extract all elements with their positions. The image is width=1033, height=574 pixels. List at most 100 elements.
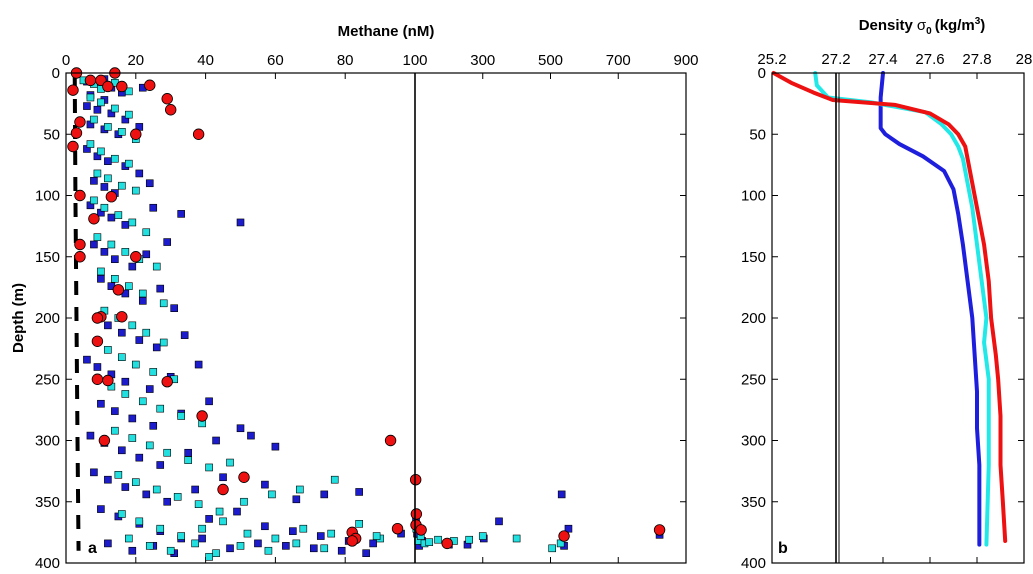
- data-point-square: [166, 546, 175, 555]
- data-point-square: [90, 196, 98, 205]
- data-point-square: [327, 529, 336, 538]
- data-point-square: [118, 510, 126, 518]
- x-tick-label: 500: [538, 52, 563, 69]
- data-point-square: [142, 228, 151, 237]
- data-point-circle: [192, 128, 205, 140]
- y-tick-label: 250: [741, 371, 766, 388]
- data-point-square: [226, 544, 234, 553]
- data-point-square: [86, 93, 95, 102]
- data-point-square: [191, 485, 199, 494]
- data-point-square: [236, 424, 245, 433]
- data-point-square: [564, 524, 573, 533]
- data-point-square: [145, 179, 154, 188]
- data-point-square: [145, 385, 154, 393]
- data-point-square: [337, 546, 346, 555]
- y-tick-label: 0: [52, 65, 60, 82]
- data-point-square: [125, 534, 133, 543]
- data-point-square: [152, 485, 161, 494]
- density-profile-line: [878, 71, 982, 547]
- data-point-square: [128, 414, 137, 423]
- data-point-circle: [217, 483, 229, 496]
- data-point-square: [296, 485, 304, 494]
- data-point-square: [243, 529, 252, 538]
- data-point-square: [121, 483, 130, 491]
- data-point-square: [111, 104, 119, 113]
- data-point-square: [194, 500, 203, 509]
- data-point-square: [219, 517, 227, 526]
- data-point-square: [128, 434, 137, 442]
- y-tick-label: 50: [43, 126, 60, 143]
- data-point-circle: [98, 434, 111, 447]
- data-point-square: [198, 534, 206, 543]
- density-profile-line: [771, 71, 1008, 543]
- data-point-square: [132, 478, 140, 486]
- data-point-square: [512, 534, 521, 543]
- data-point-square: [478, 532, 487, 540]
- data-point-square: [369, 539, 377, 548]
- x-tick-label: 20: [127, 52, 144, 69]
- x-tick-label: 40: [197, 52, 214, 69]
- data-point-square: [156, 524, 165, 533]
- y-tick-label: 300: [741, 433, 766, 450]
- data-point-square: [149, 203, 158, 212]
- y-tick-label: 400: [35, 555, 60, 569]
- data-point-square: [132, 186, 140, 195]
- x-tick-label: 900: [673, 52, 698, 69]
- data-point-square: [215, 507, 224, 516]
- data-point-square: [128, 218, 137, 227]
- data-point-square: [205, 397, 213, 406]
- data-point-square: [495, 517, 503, 526]
- panel-b-series: [771, 71, 1008, 547]
- data-point-square: [142, 328, 151, 337]
- data-point-square: [125, 87, 133, 96]
- data-point-square: [97, 505, 105, 513]
- data-point-square: [114, 211, 123, 219]
- y-tick-label: 100: [35, 188, 60, 205]
- data-point-square: [557, 490, 566, 499]
- data-point-square: [212, 549, 220, 558]
- data-point-square: [261, 522, 269, 531]
- data-point-square: [163, 238, 172, 246]
- data-point-square: [142, 250, 151, 259]
- data-point-square: [316, 532, 325, 540]
- data-point-square: [97, 147, 105, 156]
- data-point-circle: [116, 80, 128, 93]
- data-point-square: [121, 390, 130, 398]
- data-point-square: [111, 154, 119, 163]
- x-tick-label: 25.2: [757, 51, 786, 68]
- data-point-circle: [116, 311, 128, 323]
- data-point-square: [135, 169, 144, 178]
- data-point-square: [254, 539, 262, 548]
- data-point-square: [184, 456, 192, 464]
- data-point-square: [268, 490, 276, 499]
- data-point-circle: [391, 523, 404, 535]
- data-point-square: [271, 534, 280, 543]
- data-point-square: [236, 218, 245, 227]
- data-point-square: [128, 546, 137, 555]
- data-point-square: [83, 355, 91, 364]
- x-tick-label: 0: [62, 52, 70, 69]
- data-point-square: [226, 458, 234, 467]
- data-point-square: [100, 183, 109, 191]
- data-point-square: [465, 535, 474, 544]
- x-tick-label: 27.2: [821, 51, 850, 68]
- data-point-square: [282, 542, 290, 550]
- data-point-square: [93, 169, 102, 178]
- data-point-square: [93, 363, 102, 371]
- data-point-square: [173, 493, 182, 501]
- data-point-square: [100, 203, 109, 212]
- data-point-square: [90, 468, 98, 477]
- data-point-square: [118, 181, 126, 190]
- y-tick-label: 200: [741, 310, 766, 327]
- data-point-square: [90, 240, 98, 249]
- data-point-circle: [441, 537, 453, 550]
- data-point-square: [205, 515, 213, 523]
- data-point-square: [104, 123, 112, 131]
- data-point-square: [111, 274, 119, 283]
- data-point-square: [152, 262, 161, 271]
- data-point-square: [289, 527, 297, 535]
- data-point-square: [100, 248, 109, 256]
- data-point-circle: [112, 284, 125, 296]
- data-point-circle: [74, 238, 86, 251]
